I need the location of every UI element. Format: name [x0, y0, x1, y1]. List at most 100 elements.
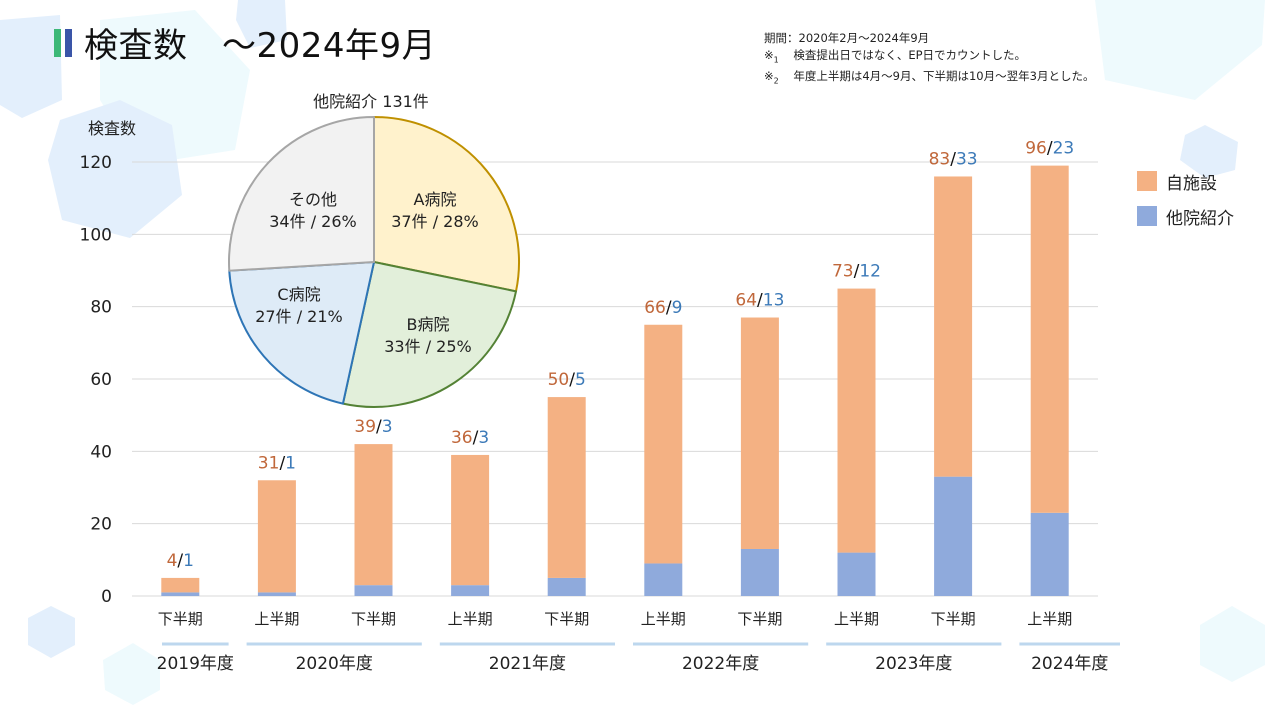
bar-data-label: 64/13: [735, 291, 784, 311]
year-group-label: 2021年度: [489, 654, 566, 674]
bar-referral: [644, 563, 683, 596]
self-count-label: 4: [167, 551, 178, 571]
title-area: 検査数 ～2024年9月: [54, 18, 436, 67]
period-note: 期間：2020年2月～2024年9月: [764, 31, 930, 45]
referral-count-label: 3: [478, 428, 489, 448]
x-category-label: 下半期: [544, 610, 589, 628]
legend-item-self: 自施設: [1137, 170, 1234, 194]
bg-hexagon: [0, 15, 62, 118]
x-category-label: 下半期: [931, 610, 976, 628]
year-group-label: 2022年度: [682, 654, 759, 674]
label-separator: /: [757, 291, 763, 311]
bg-hexagon: [103, 643, 160, 705]
footnote-1: ※1 検査提出日ではなく、EP日でカウントした。: [764, 47, 1094, 68]
footnote-2: ※2 年度上半期は4月～9月、下半期は10月～翌年3月とした。: [764, 68, 1094, 89]
bar-data-label: 36/3: [451, 428, 489, 448]
bar-data-label: 96/23: [1025, 139, 1074, 159]
pie-slice: [228, 261, 375, 405]
self-count-label: 66: [644, 298, 666, 318]
pie-title: 他院紹介 131件: [313, 92, 429, 111]
self-count-label: 96: [1025, 139, 1047, 159]
y-tick-label: 40: [90, 442, 112, 462]
bar-referral: [547, 577, 586, 596]
pie-slice-value: 33件 / 25%: [384, 337, 472, 356]
bar-referral: [837, 552, 876, 596]
self-count-label: 39: [354, 417, 376, 437]
referral-count-label: 12: [859, 262, 881, 282]
bg-hexagon: [1180, 125, 1238, 178]
pie-slice-name: その他: [289, 190, 337, 209]
x-category-label: 下半期: [737, 610, 782, 628]
referral-count-label: 3: [382, 417, 393, 437]
legend-swatch: [1137, 171, 1157, 191]
y-tick-label: 80: [90, 298, 112, 318]
bar-self: [257, 480, 296, 593]
y-tick-label: 0: [101, 587, 112, 607]
legend-item-referral: 他院紹介: [1137, 205, 1234, 229]
pie-slice-value: 37件 / 28%: [391, 212, 479, 231]
bar-data-label: 50/5: [548, 370, 586, 390]
label-separator: /: [569, 370, 575, 390]
bar-self: [451, 454, 490, 586]
page-title: 検査数 ～2024年9月: [84, 26, 437, 66]
year-group-label: 2020年度: [296, 654, 373, 674]
label-separator: /: [1047, 139, 1053, 159]
bar-data-label: 73/12: [832, 262, 881, 282]
bar-referral: [354, 585, 393, 596]
bar-self: [837, 288, 876, 553]
footnote-2-mark: ※: [764, 69, 774, 84]
label-separator: /: [279, 453, 285, 473]
pie-slice: [341, 261, 517, 408]
bg-hexagon: [1095, 0, 1265, 100]
bar-referral: [740, 548, 779, 596]
title-accent-green: [54, 28, 61, 57]
y-tick-label: 120: [80, 153, 112, 173]
x-category-label: 下半期: [351, 610, 396, 628]
label-separator: /: [950, 149, 956, 169]
y-tick-label: 100: [80, 225, 112, 245]
pie-slice-value: 34件 / 26%: [269, 212, 357, 231]
y-tick-label: 60: [90, 370, 112, 390]
self-count-label: 36: [451, 428, 473, 448]
bar-referral: [451, 585, 490, 596]
referral-count-label: 1: [285, 453, 296, 473]
pie-slice: [228, 116, 375, 272]
pie-slice-value: 27件 / 21%: [255, 307, 343, 326]
x-category-label: 上半期: [1027, 610, 1072, 628]
bg-hexagon: [28, 606, 75, 658]
bar-self: [354, 444, 393, 586]
legend-label: 自施設: [1166, 173, 1217, 194]
legend: 自施設他院紹介: [1137, 170, 1234, 240]
bar-data-label: 4/1: [167, 551, 194, 571]
label-separator: /: [473, 428, 479, 448]
referral-count-label: 33: [956, 149, 978, 169]
legend-swatch: [1137, 206, 1157, 226]
self-count-label: 64: [735, 291, 757, 311]
x-category-label: 上半期: [641, 610, 686, 628]
title-accent-blue: [65, 28, 72, 57]
label-separator: /: [177, 551, 183, 571]
label-separator: /: [376, 417, 382, 437]
referral-count-label: 13: [763, 291, 785, 311]
x-category-label: 上半期: [254, 610, 299, 628]
self-count-label: 31: [258, 453, 280, 473]
bar-self: [740, 317, 779, 549]
pie-slice: [373, 116, 520, 293]
y-tick-label: 20: [90, 515, 112, 535]
footnote-2-text: 年度上半期は4月～9月、下半期は10月～翌年3月とした。: [793, 69, 1095, 84]
bar-data-label: 31/1: [258, 453, 296, 473]
x-category-label: 上半期: [448, 610, 493, 628]
pie-slice-name: C病院: [277, 285, 320, 304]
bar-referral: [161, 592, 200, 596]
bar-data-label: 83/33: [929, 149, 978, 169]
pie-slice-name: A病院: [414, 190, 457, 209]
year-group-label: 2019年度: [157, 654, 234, 674]
bar-data-label: 66/9: [644, 298, 682, 318]
bg-hexagon: [48, 100, 182, 238]
referral-count-label: 1: [183, 551, 194, 571]
bar-self: [161, 577, 200, 593]
x-category-label: 上半期: [834, 610, 879, 628]
bar-self: [1030, 165, 1069, 513]
